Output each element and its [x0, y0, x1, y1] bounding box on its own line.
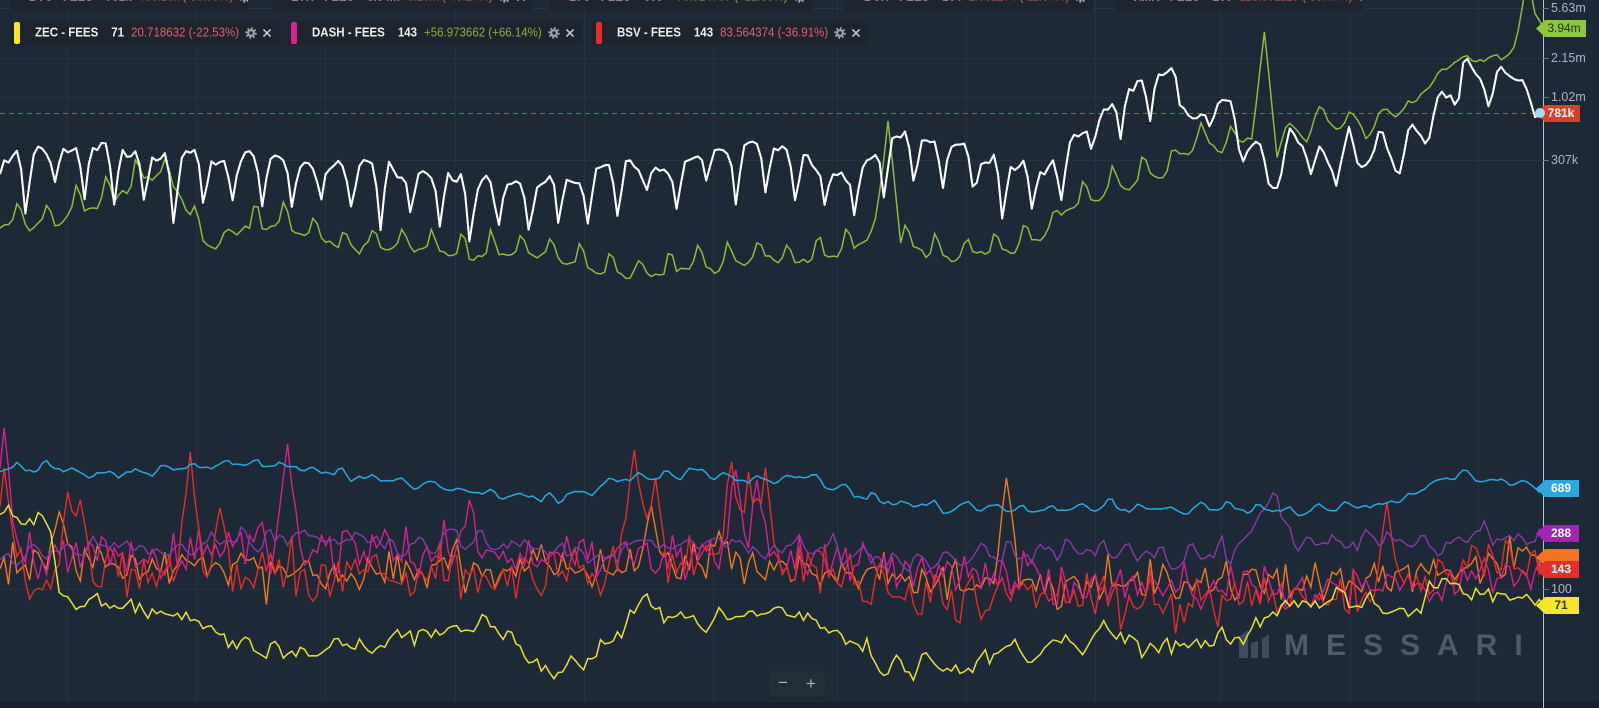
svg-text:MESSARI: MESSARI [1284, 629, 1540, 662]
